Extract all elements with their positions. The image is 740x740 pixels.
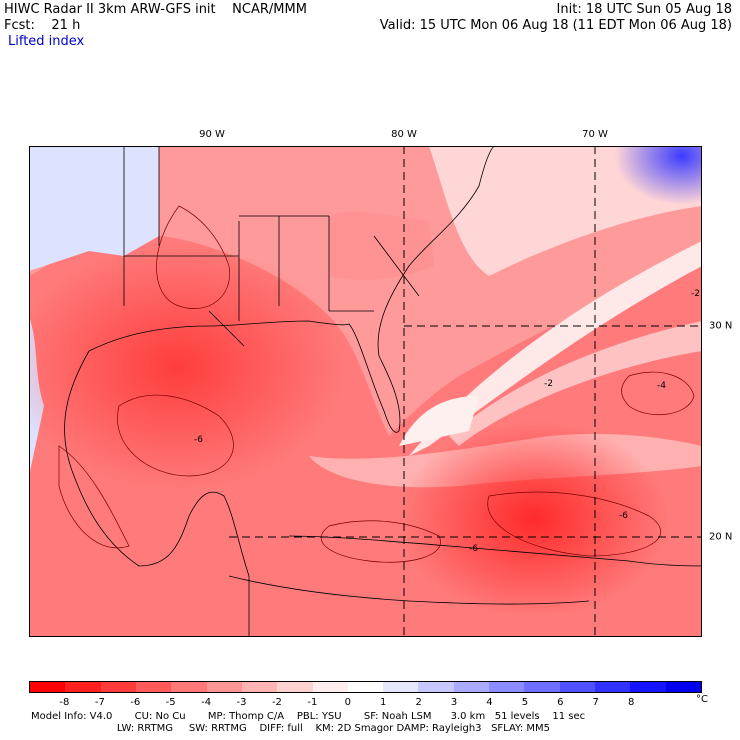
- colorbar-tick-label: 2: [415, 697, 422, 708]
- colorbar-tick-label: 5: [521, 697, 529, 708]
- valid-time: Valid: 15 UTC Mon 06 Aug 18 (11 EDT Mon …: [379, 18, 732, 33]
- colorbar-segment: [241, 682, 278, 692]
- colorbar-segment: [171, 682, 207, 692]
- product-title: HIWC Radar II 3km ARW-GFS init NCAR/MMM: [4, 2, 307, 17]
- colorbar-segment: [65, 682, 101, 692]
- colorbar: [29, 681, 702, 693]
- lon-label-80w: 80 W: [391, 129, 417, 140]
- colorbar-tick-label: 4: [486, 697, 493, 708]
- colorbar-segment: [665, 682, 701, 692]
- colorbar-segment: [312, 682, 348, 692]
- colorbar-segment: [206, 682, 242, 692]
- colorbar-tick-label: -3: [236, 697, 247, 708]
- contour-label-c: -6: [194, 435, 203, 445]
- lat-label-20n: 20 N: [709, 531, 733, 543]
- colorbar-segment: [383, 682, 419, 692]
- model-info-line2: LW: RRTMG SW: RRTMG DIFF: full KM: 2D Sm…: [31, 723, 550, 734]
- contour-label-f: -2: [544, 379, 553, 389]
- colorbar-segment: [347, 682, 384, 692]
- colorbar-tick-label: 8: [627, 697, 635, 708]
- colorbar-tick-label: -1: [307, 697, 318, 708]
- colorbar-tick-label: 7: [592, 697, 599, 708]
- colorbar-segment: [524, 682, 560, 692]
- field-label: Lifted index: [8, 34, 85, 49]
- contour-label-e: -6: [619, 511, 628, 521]
- colorbar-tick-label: 0: [344, 697, 351, 708]
- lon-label-90w: 90 W: [199, 129, 225, 140]
- model-info-line1: Model Info: V4.0 CU: No Cu MP: Thomp C/A…: [31, 711, 586, 722]
- colorbar-tick-label: 1: [380, 697, 387, 708]
- colorbar-segment: [630, 682, 666, 692]
- colorbar-tick-label: -5: [165, 697, 176, 708]
- colorbar-segment: [277, 682, 313, 692]
- colorbar-tick-label: -2: [271, 697, 282, 708]
- colorbar-segment: [453, 682, 490, 692]
- colorbar-segment: [418, 682, 454, 692]
- contour-label-b: -4: [657, 381, 666, 391]
- colorbar-unit: °C: [696, 694, 708, 705]
- forecast-hour: Fcst: 21 h: [4, 18, 81, 33]
- colorbar-tick-label: 3: [450, 697, 458, 708]
- colorbar-tick-label: -7: [94, 697, 105, 708]
- colorbar-tick-label: 6: [557, 697, 564, 708]
- contour-label-d: -6: [469, 544, 478, 554]
- colorbar-segment: [100, 682, 136, 692]
- lat-label-30n: 30 N: [709, 320, 733, 332]
- colorbar-segment: [559, 682, 595, 692]
- colorbar-segment: [135, 682, 172, 692]
- colorbar-segment: [489, 682, 525, 692]
- colorbar-tick-label: -4: [201, 697, 212, 708]
- colorbar-segment: [30, 682, 66, 692]
- colorbar-tick-label: -8: [59, 697, 70, 708]
- contour-label-a: -2: [691, 289, 700, 299]
- colorbar-segment: [595, 682, 631, 692]
- lifted-index-map: -2 -4 -6 -6 -6 -2: [29, 146, 702, 637]
- colorbar-tick-label: -6: [130, 697, 141, 708]
- lon-label-70w: 70 W: [582, 129, 608, 140]
- init-time: Init: 18 UTC Sun 05 Aug 18: [556, 2, 732, 17]
